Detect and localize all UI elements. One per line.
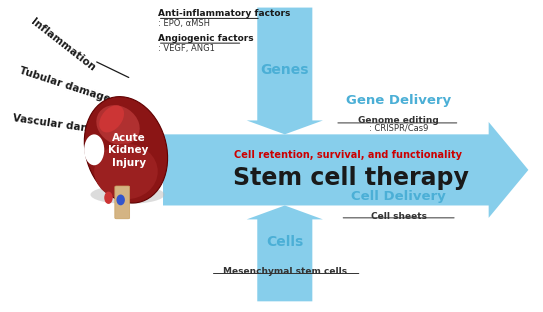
Text: : EPO, αMSH: : EPO, αMSH bbox=[157, 19, 210, 28]
Text: : CRISPR/Cas9: : CRISPR/Cas9 bbox=[369, 124, 428, 133]
Text: Genome editing: Genome editing bbox=[358, 116, 439, 125]
Ellipse shape bbox=[84, 97, 168, 203]
Text: Angiogenic factors: Angiogenic factors bbox=[157, 34, 254, 43]
Text: Cell sheets: Cell sheets bbox=[371, 212, 427, 221]
Text: Stem cell therapy: Stem cell therapy bbox=[233, 166, 469, 190]
Ellipse shape bbox=[116, 194, 125, 205]
Ellipse shape bbox=[96, 105, 140, 145]
Text: Cell Delivery: Cell Delivery bbox=[351, 190, 446, 203]
Ellipse shape bbox=[99, 105, 124, 132]
Text: Gene Delivery: Gene Delivery bbox=[346, 94, 451, 107]
Polygon shape bbox=[163, 122, 528, 218]
Text: Acute
Kidney
Injury: Acute Kidney Injury bbox=[109, 133, 149, 168]
Text: Tubular damage: Tubular damage bbox=[18, 66, 112, 104]
Text: Mesenchymal stem cells: Mesenchymal stem cells bbox=[223, 267, 347, 276]
Ellipse shape bbox=[94, 144, 157, 199]
Text: Cells: Cells bbox=[266, 235, 304, 249]
Text: : VEGF, ANG1: : VEGF, ANG1 bbox=[157, 44, 214, 53]
Text: Genes: Genes bbox=[261, 63, 309, 77]
Ellipse shape bbox=[104, 192, 113, 204]
Polygon shape bbox=[247, 206, 323, 301]
Text: Cell retention, survival, and functionality: Cell retention, survival, and functional… bbox=[235, 150, 462, 160]
Text: Anti-inflammatory factors: Anti-inflammatory factors bbox=[157, 9, 290, 18]
Ellipse shape bbox=[84, 134, 104, 165]
Ellipse shape bbox=[91, 185, 165, 204]
Text: Vascular damage: Vascular damage bbox=[12, 113, 113, 137]
Polygon shape bbox=[247, 7, 323, 134]
Text: Inflammation: Inflammation bbox=[28, 17, 97, 73]
FancyBboxPatch shape bbox=[115, 186, 130, 219]
